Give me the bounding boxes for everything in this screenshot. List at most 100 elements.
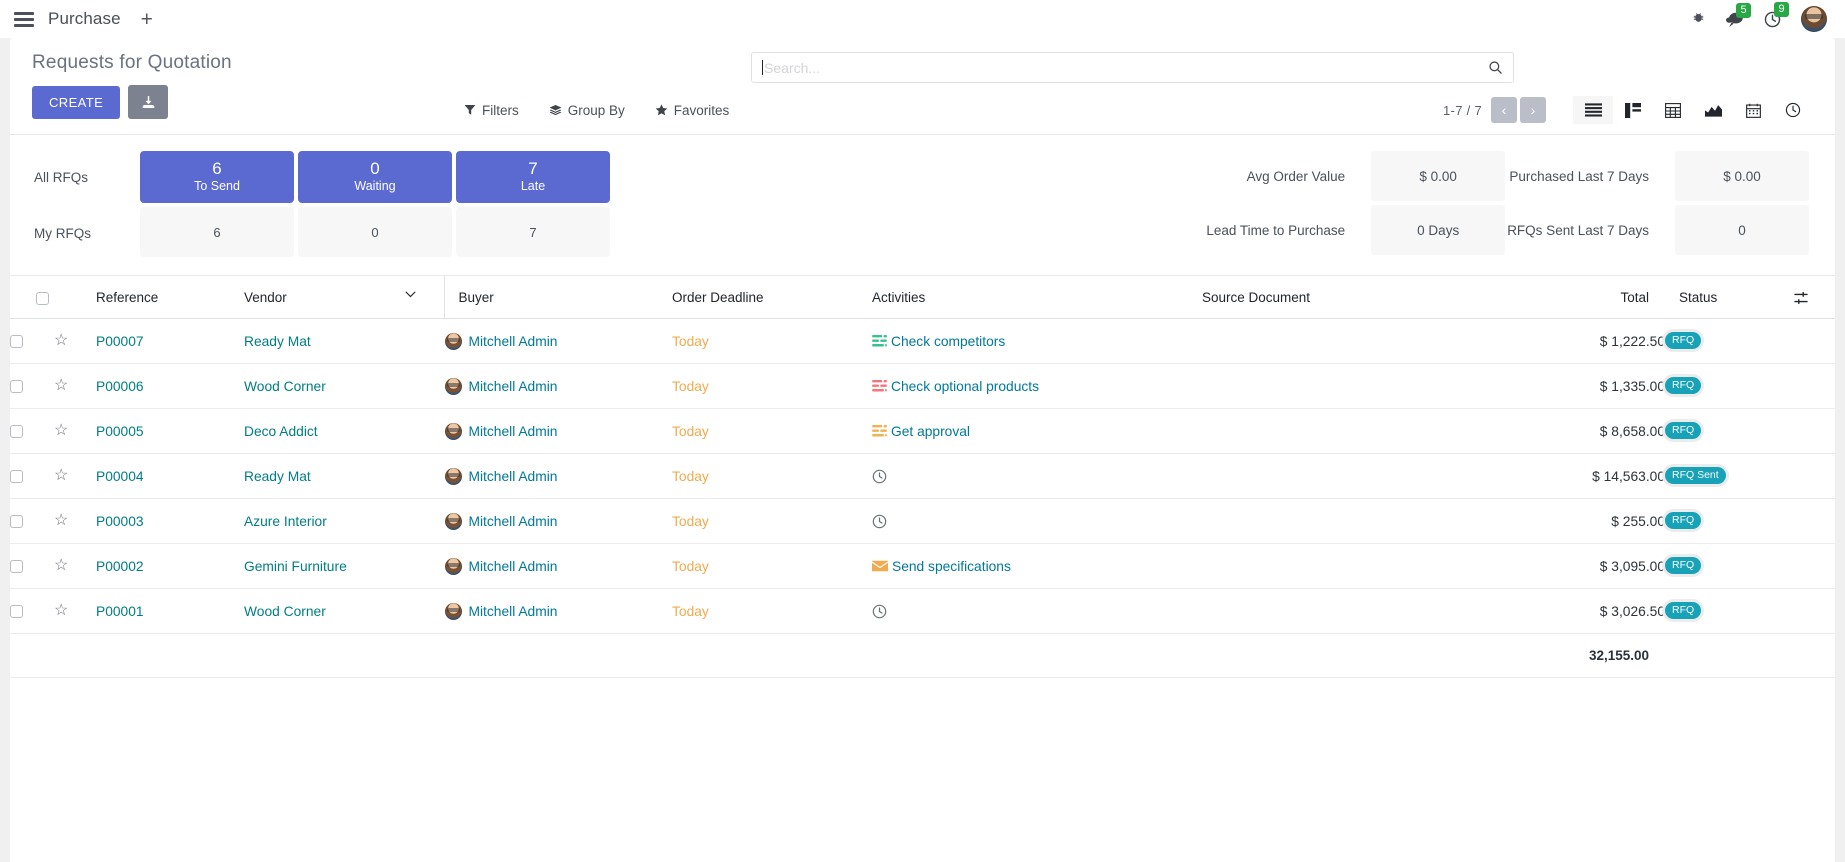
- cell-reference[interactable]: P00003: [96, 498, 244, 544]
- header-reference[interactable]: Reference: [96, 276, 244, 319]
- star-icon[interactable]: ☆: [54, 332, 69, 349]
- cell-buyer[interactable]: Mitchell Admin: [444, 588, 672, 634]
- table-row[interactable]: ☆ P00002 Gemini Furniture Mitchell Admin Tod…: [10, 543, 1835, 589]
- activity-label[interactable]: Send specifications: [892, 558, 1011, 574]
- row-select-cell[interactable]: [10, 498, 54, 544]
- buyer-name[interactable]: Mitchell Admin: [468, 513, 558, 529]
- vendor-link[interactable]: Wood Corner: [244, 378, 326, 394]
- cell-activities[interactable]: Check competitors: [872, 318, 1202, 364]
- header-order-deadline[interactable]: Order Deadline: [672, 276, 872, 319]
- cell-reference[interactable]: P00001: [96, 588, 244, 634]
- row-select-cell[interactable]: [10, 318, 54, 364]
- row-checkbox[interactable]: [10, 335, 23, 349]
- cell-vendor[interactable]: Ready Mat: [244, 318, 444, 364]
- header-activities[interactable]: Activities: [872, 276, 1202, 319]
- user-avatar[interactable]: [1801, 6, 1827, 32]
- reference-link[interactable]: P00005: [96, 423, 144, 439]
- table-row[interactable]: ☆ P00006 Wood Corner Mitchell Admin Today Che…: [10, 363, 1835, 409]
- cell-activities[interactable]: [872, 588, 1202, 634]
- table-row[interactable]: ☆ P00007 Ready Mat Mitchell Admin Today Check…: [10, 318, 1835, 364]
- cell-vendor[interactable]: Ready Mat: [244, 453, 444, 499]
- row-favorite-cell[interactable]: ☆: [54, 543, 96, 589]
- row-select-cell[interactable]: [10, 453, 54, 499]
- pager-next-button[interactable]: ›: [1520, 97, 1546, 123]
- pivot-view-button[interactable]: [1653, 96, 1693, 124]
- row-favorite-cell[interactable]: ☆: [54, 588, 96, 634]
- star-icon[interactable]: ☆: [54, 512, 69, 529]
- cell-reference[interactable]: P00004: [96, 453, 244, 499]
- vendor-link[interactable]: Wood Corner: [244, 603, 326, 619]
- hamburger-icon[interactable]: [14, 11, 34, 27]
- header-status[interactable]: Status: [1665, 276, 1793, 319]
- header-optional-columns[interactable]: [1793, 276, 1835, 319]
- row-favorite-cell[interactable]: ☆: [54, 453, 96, 499]
- tile-waiting[interactable]: 0 Waiting: [298, 151, 452, 203]
- cell-reference[interactable]: P00005: [96, 408, 244, 454]
- activity-view-button[interactable]: [1773, 96, 1813, 124]
- buyer-name[interactable]: Mitchell Admin: [468, 423, 558, 439]
- row-checkbox[interactable]: [10, 560, 23, 574]
- header-select-all[interactable]: [10, 276, 54, 319]
- buyer-name[interactable]: Mitchell Admin: [468, 378, 558, 394]
- search-input[interactable]: Search...: [751, 52, 1514, 83]
- buyer-name[interactable]: Mitchell Admin: [468, 558, 558, 574]
- cell-vendor[interactable]: Gemini Furniture: [244, 543, 444, 589]
- row-favorite-cell[interactable]: ☆: [54, 318, 96, 364]
- cell-reference[interactable]: P00002: [96, 543, 244, 589]
- bug-icon[interactable]: [1691, 12, 1706, 27]
- cell-activities[interactable]: [872, 498, 1202, 544]
- cell-activities[interactable]: Get approval: [872, 408, 1202, 454]
- header-buyer[interactable]: Buyer: [443, 276, 672, 319]
- cell-vendor[interactable]: Wood Corner: [244, 588, 444, 634]
- cell-vendor[interactable]: Azure Interior: [244, 498, 444, 544]
- kanban-view-button[interactable]: [1613, 96, 1653, 124]
- activity-label[interactable]: Check competitors: [891, 333, 1006, 349]
- table-row[interactable]: ☆ P00001 Wood Corner Mitchell Admin Today $ 3…: [10, 588, 1835, 634]
- favorites-dropdown[interactable]: Favorites: [655, 103, 729, 118]
- search-icon[interactable]: [1488, 60, 1503, 75]
- vendor-link[interactable]: Gemini Furniture: [244, 558, 347, 574]
- tile-late[interactable]: 7 Late: [456, 151, 610, 203]
- star-icon[interactable]: ☆: [54, 602, 69, 619]
- row-select-cell[interactable]: [10, 363, 54, 409]
- cell-buyer[interactable]: Mitchell Admin: [444, 363, 672, 409]
- reference-link[interactable]: P00002: [96, 558, 144, 574]
- row-select-cell[interactable]: [10, 408, 54, 454]
- row-favorite-cell[interactable]: ☆: [54, 408, 96, 454]
- tile-my-late[interactable]: 7: [456, 207, 610, 257]
- reference-link[interactable]: P00007: [96, 333, 144, 349]
- table-row[interactable]: ☆ P00005 Deco Addict Mitchell Admin Today Get…: [10, 408, 1835, 454]
- cell-buyer[interactable]: Mitchell Admin: [444, 318, 672, 364]
- cell-reference[interactable]: P00007: [96, 318, 244, 364]
- activity-label[interactable]: Get approval: [891, 423, 970, 439]
- reference-link[interactable]: P00003: [96, 513, 144, 529]
- plus-icon[interactable]: +: [140, 7, 153, 31]
- buyer-name[interactable]: Mitchell Admin: [468, 468, 558, 484]
- vendor-link[interactable]: Ready Mat: [244, 333, 311, 349]
- chevron-down-icon[interactable]: [405, 291, 416, 298]
- groupby-dropdown[interactable]: Group By: [549, 103, 625, 118]
- cell-activities[interactable]: [872, 453, 1202, 499]
- table-row[interactable]: ☆ P00004 Ready Mat Mitchell Admin Today $ 14,…: [10, 453, 1835, 499]
- cell-reference[interactable]: P00006: [96, 363, 244, 409]
- vendor-link[interactable]: Azure Interior: [244, 513, 327, 529]
- calendar-view-button[interactable]: [1733, 96, 1773, 124]
- cell-buyer[interactable]: Mitchell Admin: [444, 543, 672, 589]
- cell-buyer[interactable]: Mitchell Admin: [444, 408, 672, 454]
- header-source-document[interactable]: Source Document: [1202, 276, 1472, 319]
- row-favorite-cell[interactable]: ☆: [54, 498, 96, 544]
- header-vendor[interactable]: Vendor: [244, 276, 444, 319]
- activity-icon[interactable]: [872, 514, 887, 529]
- activities-clock-icon[interactable]: 9: [1763, 1, 1789, 29]
- row-checkbox[interactable]: [10, 425, 23, 439]
- cell-activities[interactable]: Check optional products: [872, 363, 1202, 409]
- row-checkbox[interactable]: [10, 380, 23, 394]
- reference-link[interactable]: P00001: [96, 603, 144, 619]
- cell-activities[interactable]: Send specifications: [872, 543, 1202, 589]
- star-icon[interactable]: ☆: [54, 467, 69, 484]
- row-select-cell[interactable]: [10, 543, 54, 589]
- row-favorite-cell[interactable]: ☆: [54, 363, 96, 409]
- star-icon[interactable]: ☆: [54, 422, 69, 439]
- activity-label[interactable]: Check optional products: [891, 378, 1040, 394]
- pager-previous-button[interactable]: ‹: [1491, 97, 1517, 123]
